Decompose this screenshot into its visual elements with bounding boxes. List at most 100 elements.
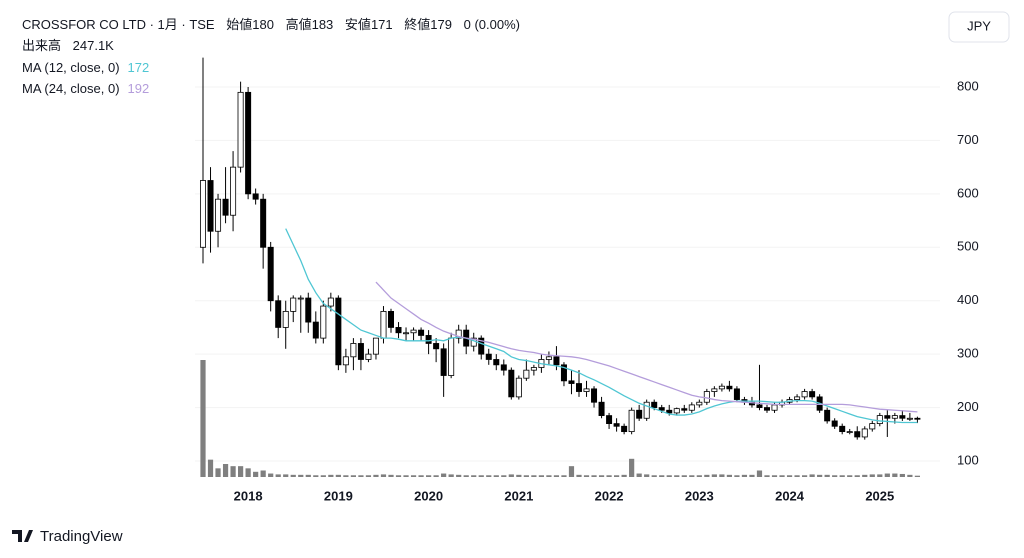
volume-bar bbox=[410, 475, 417, 477]
ohlc-value: 183 bbox=[312, 17, 334, 32]
volume-bar bbox=[726, 474, 732, 477]
volume-bar bbox=[899, 473, 905, 477]
volume-bar bbox=[222, 464, 229, 477]
candle-body bbox=[651, 401, 658, 408]
candle-body bbox=[576, 383, 583, 392]
candle-body bbox=[500, 364, 507, 371]
volume-bar bbox=[779, 475, 785, 477]
volume-bar bbox=[854, 475, 860, 477]
volume-bar bbox=[508, 474, 514, 477]
volume-bar bbox=[380, 474, 387, 477]
volume-bar bbox=[598, 475, 605, 477]
candle-body bbox=[282, 310, 289, 328]
x-tick-label: 2024 bbox=[775, 488, 805, 503]
candle-body bbox=[718, 385, 725, 390]
volume-bar bbox=[764, 475, 770, 477]
candle-body bbox=[756, 404, 763, 408]
candle-body bbox=[312, 321, 319, 339]
ohlc-label: 始値 bbox=[226, 17, 252, 32]
ohlc-label: 高値 bbox=[286, 17, 312, 32]
x-tick-label: 2022 bbox=[595, 488, 624, 503]
volume-bar bbox=[824, 474, 830, 477]
volume-bar bbox=[659, 475, 665, 477]
volume-bar bbox=[771, 475, 778, 477]
candle-body bbox=[711, 388, 718, 392]
volume-bar bbox=[478, 475, 484, 477]
volume-legend: 出来高 247.1K bbox=[22, 38, 114, 53]
candle-body bbox=[628, 409, 635, 433]
currency[interactable]: JPY bbox=[967, 18, 991, 33]
candle-body bbox=[350, 343, 357, 358]
ohlc-label: 安値 bbox=[345, 17, 371, 32]
y-tick-label: 500 bbox=[957, 239, 979, 254]
volume-bar bbox=[877, 474, 883, 477]
candle-body bbox=[876, 415, 883, 425]
currency-button[interactable] bbox=[948, 11, 1010, 43]
volume-bar bbox=[794, 475, 800, 477]
candle-body bbox=[433, 343, 440, 350]
y-tick-label: 700 bbox=[957, 132, 979, 147]
candle-body bbox=[380, 310, 387, 339]
candle-body bbox=[733, 388, 740, 400]
volume-bar bbox=[320, 475, 326, 477]
candle-body bbox=[222, 198, 229, 216]
x-tick-label: 2023 bbox=[685, 488, 714, 503]
volume-bar bbox=[546, 475, 552, 477]
candle-body bbox=[342, 356, 349, 366]
y-tick-label: 300 bbox=[957, 346, 979, 361]
candle-body bbox=[515, 377, 522, 398]
volume-bar bbox=[531, 475, 537, 477]
candle-body bbox=[606, 415, 613, 425]
candle-body bbox=[327, 297, 334, 307]
candle-body bbox=[290, 297, 297, 312]
volume-bar bbox=[756, 470, 763, 477]
candle-body bbox=[403, 332, 410, 335]
volume-bar bbox=[486, 475, 492, 477]
logo-icon bbox=[12, 530, 33, 542]
volume-bar bbox=[809, 474, 815, 477]
candle-body bbox=[372, 337, 379, 355]
candle-body bbox=[621, 425, 628, 433]
y-tick-label: 800 bbox=[957, 78, 979, 93]
volume-bar bbox=[674, 475, 680, 477]
candle-body bbox=[267, 246, 274, 302]
candle-body bbox=[831, 420, 838, 427]
y-tick-label: 100 bbox=[957, 452, 979, 467]
volume-bar bbox=[200, 360, 206, 477]
ma-line bbox=[285, 228, 918, 424]
volume-bar bbox=[892, 473, 898, 477]
volume-bar bbox=[335, 474, 341, 477]
candle-body bbox=[726, 385, 733, 390]
candle-body bbox=[260, 198, 267, 248]
volume-bar bbox=[275, 474, 281, 477]
volume-bar bbox=[215, 468, 221, 477]
candle-body bbox=[485, 353, 492, 360]
candle-body bbox=[703, 391, 710, 403]
header: CROSSFOR CO LTD · 1月 · TSE 始値180 高値183 安… bbox=[22, 17, 520, 32]
volume-bar bbox=[914, 475, 920, 477]
volume-bar bbox=[704, 474, 710, 477]
ohlc-value: 171 bbox=[371, 17, 393, 32]
volume-bar bbox=[681, 475, 687, 477]
candle-body bbox=[906, 417, 913, 420]
candle-body bbox=[237, 91, 244, 168]
ma-legend: MA (24, close, 0) 192 bbox=[22, 81, 149, 96]
volume-bar bbox=[493, 475, 499, 477]
candle-body bbox=[493, 359, 500, 366]
volume-bar bbox=[373, 474, 379, 477]
x-tick-label: 2021 bbox=[504, 488, 533, 503]
candle-body bbox=[395, 327, 402, 334]
candle-body bbox=[365, 353, 372, 360]
candle-body bbox=[418, 329, 425, 336]
volume-bar bbox=[253, 471, 259, 477]
volume-bar bbox=[651, 475, 657, 477]
x-tick-label: 2019 bbox=[324, 488, 353, 503]
candle-body bbox=[320, 305, 327, 339]
candle-body bbox=[666, 409, 673, 414]
volume-bar bbox=[734, 475, 740, 477]
volume-bar bbox=[583, 475, 590, 477]
volume-bar bbox=[313, 475, 319, 477]
volume-bar bbox=[207, 459, 214, 477]
ma-legend-value: 172 bbox=[128, 60, 150, 75]
